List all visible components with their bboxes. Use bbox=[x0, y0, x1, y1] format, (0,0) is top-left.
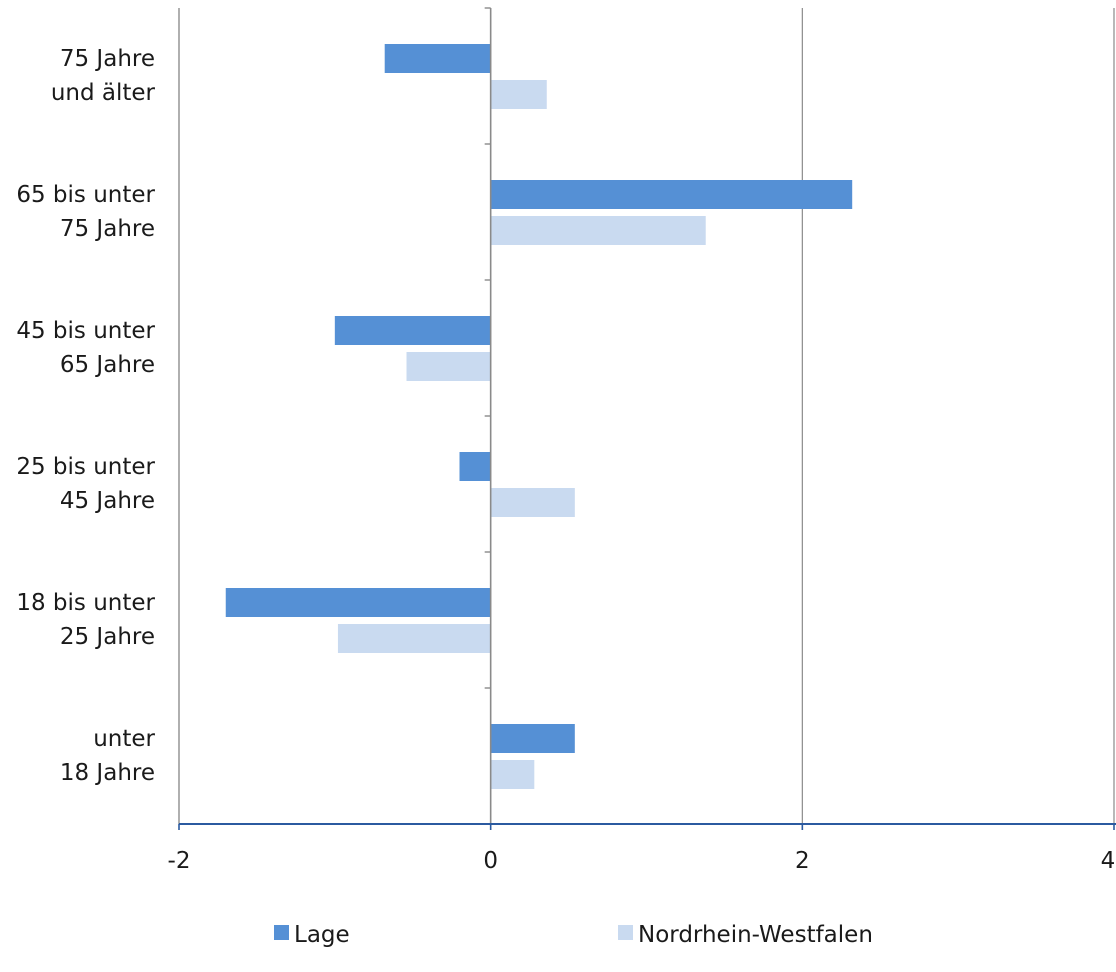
category-label-1-line-1: 75 Jahre bbox=[60, 216, 155, 242]
bar-lage-3 bbox=[459, 452, 491, 481]
gridlines bbox=[178, 8, 1115, 824]
bar-lage-0 bbox=[384, 44, 491, 73]
bar-nordrhein-westfalen-1 bbox=[490, 216, 706, 245]
x-tick-label-1: 0 bbox=[483, 848, 498, 874]
category-label-3-line-1: 45 Jahre bbox=[60, 488, 155, 514]
bar-lage-4 bbox=[225, 588, 491, 617]
legend-swatch-0 bbox=[274, 925, 289, 940]
category-label-4-line-1: 25 Jahre bbox=[60, 624, 155, 650]
category-label-3-line-0: 25 bis unter bbox=[16, 454, 155, 480]
bar-nordrhein-westfalen-2 bbox=[406, 352, 491, 381]
bar-lage-5 bbox=[490, 724, 575, 753]
category-label-4-line-0: 18 bis unter bbox=[16, 590, 155, 616]
x-tick-label-2: 2 bbox=[795, 848, 810, 874]
bars bbox=[225, 44, 853, 789]
category-label-2-line-1: 65 Jahre bbox=[60, 352, 155, 378]
bar-nordrhein-westfalen-4 bbox=[337, 624, 491, 653]
x-tick-labels: -2 0 2 4 bbox=[168, 848, 1116, 874]
bar-lage-2 bbox=[334, 316, 491, 345]
category-label-2-line-0: 45 bis unter bbox=[16, 318, 155, 344]
legend: Lage Nordrhein-Westfalen bbox=[274, 922, 873, 948]
legend-swatch-1 bbox=[618, 925, 633, 940]
bar-lage-1 bbox=[490, 180, 853, 209]
category-label-0-line-1: und älter bbox=[51, 80, 156, 106]
legend-label-1: Nordrhein-Westfalen bbox=[638, 922, 873, 948]
category-label-1-line-0: 65 bis unter bbox=[16, 182, 155, 208]
x-tick-label-3: 4 bbox=[1101, 848, 1116, 874]
legend-label-0: Lage bbox=[294, 922, 350, 948]
axes bbox=[178, 7, 1116, 830]
bar-nordrhein-westfalen-0 bbox=[490, 80, 547, 109]
category-labels: 75 Jahre und älter 65 bis unter 75 Jahre 45 … bbox=[16, 46, 155, 786]
x-tick-label-0: -2 bbox=[168, 848, 191, 874]
bar-nordrhein-westfalen-5 bbox=[490, 760, 535, 789]
category-label-5-line-0: unter bbox=[93, 726, 155, 752]
category-label-0-line-0: 75 Jahre bbox=[60, 46, 155, 72]
bar-nordrhein-westfalen-3 bbox=[490, 488, 575, 517]
category-label-5-line-1: 18 Jahre bbox=[60, 760, 155, 786]
